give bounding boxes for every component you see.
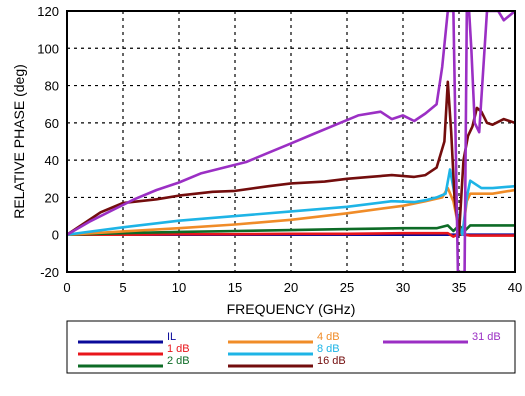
y-tick-label: -20 (40, 265, 59, 280)
y-tick-label: 20 (45, 190, 59, 205)
x-tick-label: 20 (284, 280, 298, 295)
y-tick-label: 60 (45, 116, 59, 131)
y-tick-label: 80 (45, 79, 59, 94)
y-tick-label: 100 (37, 41, 59, 56)
y-tick-label: 0 (52, 228, 59, 243)
legend-label: 16 dB (317, 355, 346, 367)
x-tick-label: 35 (452, 280, 466, 295)
series-line-5 (67, 80, 515, 236)
tick-labels: 0 5 10 15 20 25 30 35 40 -20 0 20 40 60 80 100 120 (37, 4, 522, 295)
x-tick-label: 0 (63, 280, 70, 295)
y-axis-title: RELATIVE PHASE (deg) (11, 64, 27, 219)
legend-label: 2 dB (167, 355, 190, 367)
legend-label: 8 dB (317, 343, 340, 355)
y-tick-label: 120 (37, 4, 59, 19)
legend-label: 31 dB (472, 331, 501, 343)
x-tick-label: 5 (119, 280, 126, 295)
series-layer (67, 11, 515, 272)
legend-label: IL (167, 331, 176, 343)
series-line-6 (67, 11, 515, 272)
x-tick-label: 30 (396, 280, 410, 295)
x-tick-label: 25 (340, 280, 354, 295)
legend-label: 4 dB (317, 331, 340, 343)
series-line-4 (67, 168, 515, 236)
x-tick-label: 10 (172, 280, 186, 295)
legend-label: 1 dB (167, 343, 190, 355)
x-tick-label: 15 (228, 280, 242, 295)
plot-frame (66, 10, 516, 273)
y-tick-label: 40 (45, 153, 59, 168)
legend-box (66, 320, 516, 374)
x-axis-title: FREQUENCY (GHz) (227, 301, 356, 317)
x-tick-label: 40 (508, 280, 522, 295)
